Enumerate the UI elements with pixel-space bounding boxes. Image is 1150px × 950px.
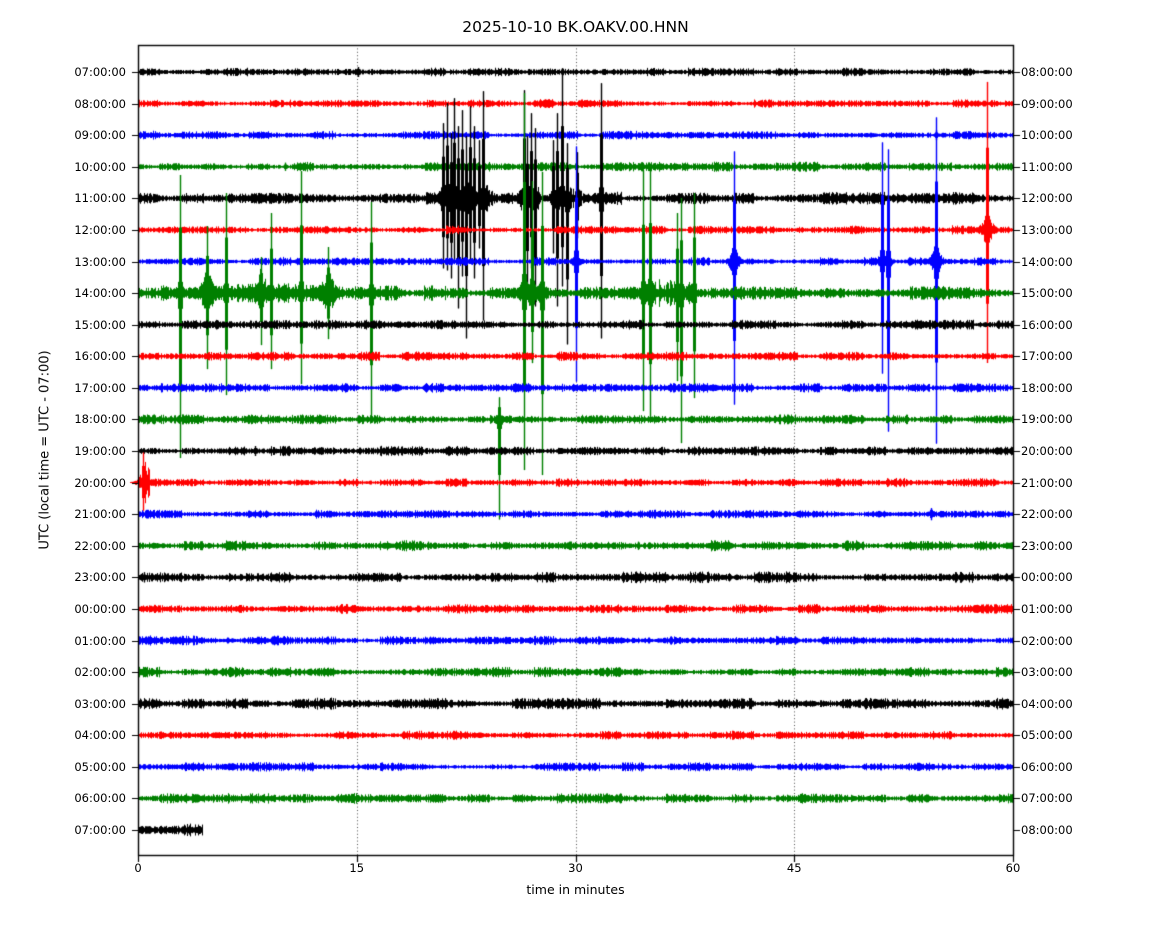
left-time-label: 21:00:00 (74, 507, 126, 522)
left-time-label: 02:00:00 (74, 665, 126, 680)
right-time-label: 13:00:00 (1021, 222, 1073, 237)
right-time-label: 08:00:00 (1021, 823, 1073, 837)
left-time-label: 05:00:00 (74, 759, 126, 774)
right-time-label: 02:00:00 (1021, 633, 1073, 648)
right-time-label: 08:00:00 (1021, 65, 1073, 79)
left-time-label: 15:00:00 (74, 317, 126, 332)
x-tick-label: 15 (349, 861, 365, 875)
left-time-label: 07:00:00 (74, 65, 126, 79)
right-time-label: 14:00:00 (1021, 254, 1073, 269)
right-time-label: 20:00:00 (1021, 444, 1073, 458)
right-time-label: 21:00:00 (1021, 475, 1073, 490)
right-time-label: 09:00:00 (1021, 96, 1073, 111)
right-time-label: 19:00:00 (1021, 412, 1073, 427)
right-time-label: 18:00:00 (1021, 380, 1073, 395)
left-time-label: 09:00:00 (74, 128, 126, 143)
chart-title: 2025-10-10 BK.OAKV.00.HNN (462, 18, 689, 36)
left-time-label: 04:00:00 (74, 728, 126, 743)
x-tick-label: 60 (1005, 861, 1021, 875)
right-time-label: 16:00:00 (1021, 317, 1073, 332)
left-time-label: 11:00:00 (74, 191, 126, 206)
right-time-label: 05:00:00 (1021, 728, 1073, 743)
left-time-label: 03:00:00 (74, 696, 126, 711)
right-time-label: 12:00:00 (1021, 191, 1073, 206)
left-time-label: 17:00:00 (74, 380, 126, 395)
x-axis-label: time in minutes (526, 882, 625, 897)
left-time-label: 18:00:00 (74, 412, 126, 427)
left-time-label: 16:00:00 (74, 349, 126, 364)
left-time-label: 12:00:00 (74, 222, 126, 237)
right-time-label: 00:00:00 (1021, 570, 1073, 585)
right-time-label: 23:00:00 (1021, 538, 1073, 553)
left-time-label: 08:00:00 (74, 96, 126, 111)
left-time-label: 07:00:00 (74, 823, 126, 837)
right-time-label: 17:00:00 (1021, 349, 1073, 364)
right-time-label: 03:00:00 (1021, 665, 1073, 680)
right-time-label: 22:00:00 (1021, 507, 1073, 522)
right-time-label: 15:00:00 (1021, 286, 1073, 301)
left-time-label: 06:00:00 (74, 791, 126, 806)
left-time-label: 20:00:00 (74, 475, 126, 490)
right-time-label: 01:00:00 (1021, 601, 1073, 616)
left-time-label: 10:00:00 (74, 159, 126, 174)
x-tick-label: 30 (568, 861, 583, 875)
right-time-label: 10:00:00 (1021, 128, 1073, 143)
right-time-label: 11:00:00 (1021, 159, 1073, 174)
right-time-label: 06:00:00 (1021, 759, 1073, 774)
right-time-label: 04:00:00 (1021, 696, 1073, 711)
x-tick-label: 45 (786, 861, 802, 875)
left-time-label: 19:00:00 (74, 444, 126, 458)
left-time-label: 14:00:00 (74, 286, 126, 301)
left-time-label: 23:00:00 (74, 570, 126, 585)
right-time-label: 07:00:00 (1021, 791, 1073, 806)
x-tick-label: 0 (134, 861, 142, 875)
left-time-label: 01:00:00 (74, 633, 126, 648)
left-time-label: 00:00:00 (74, 601, 126, 616)
left-time-label: 22:00:00 (74, 538, 126, 553)
left-time-label: 13:00:00 (74, 254, 126, 269)
